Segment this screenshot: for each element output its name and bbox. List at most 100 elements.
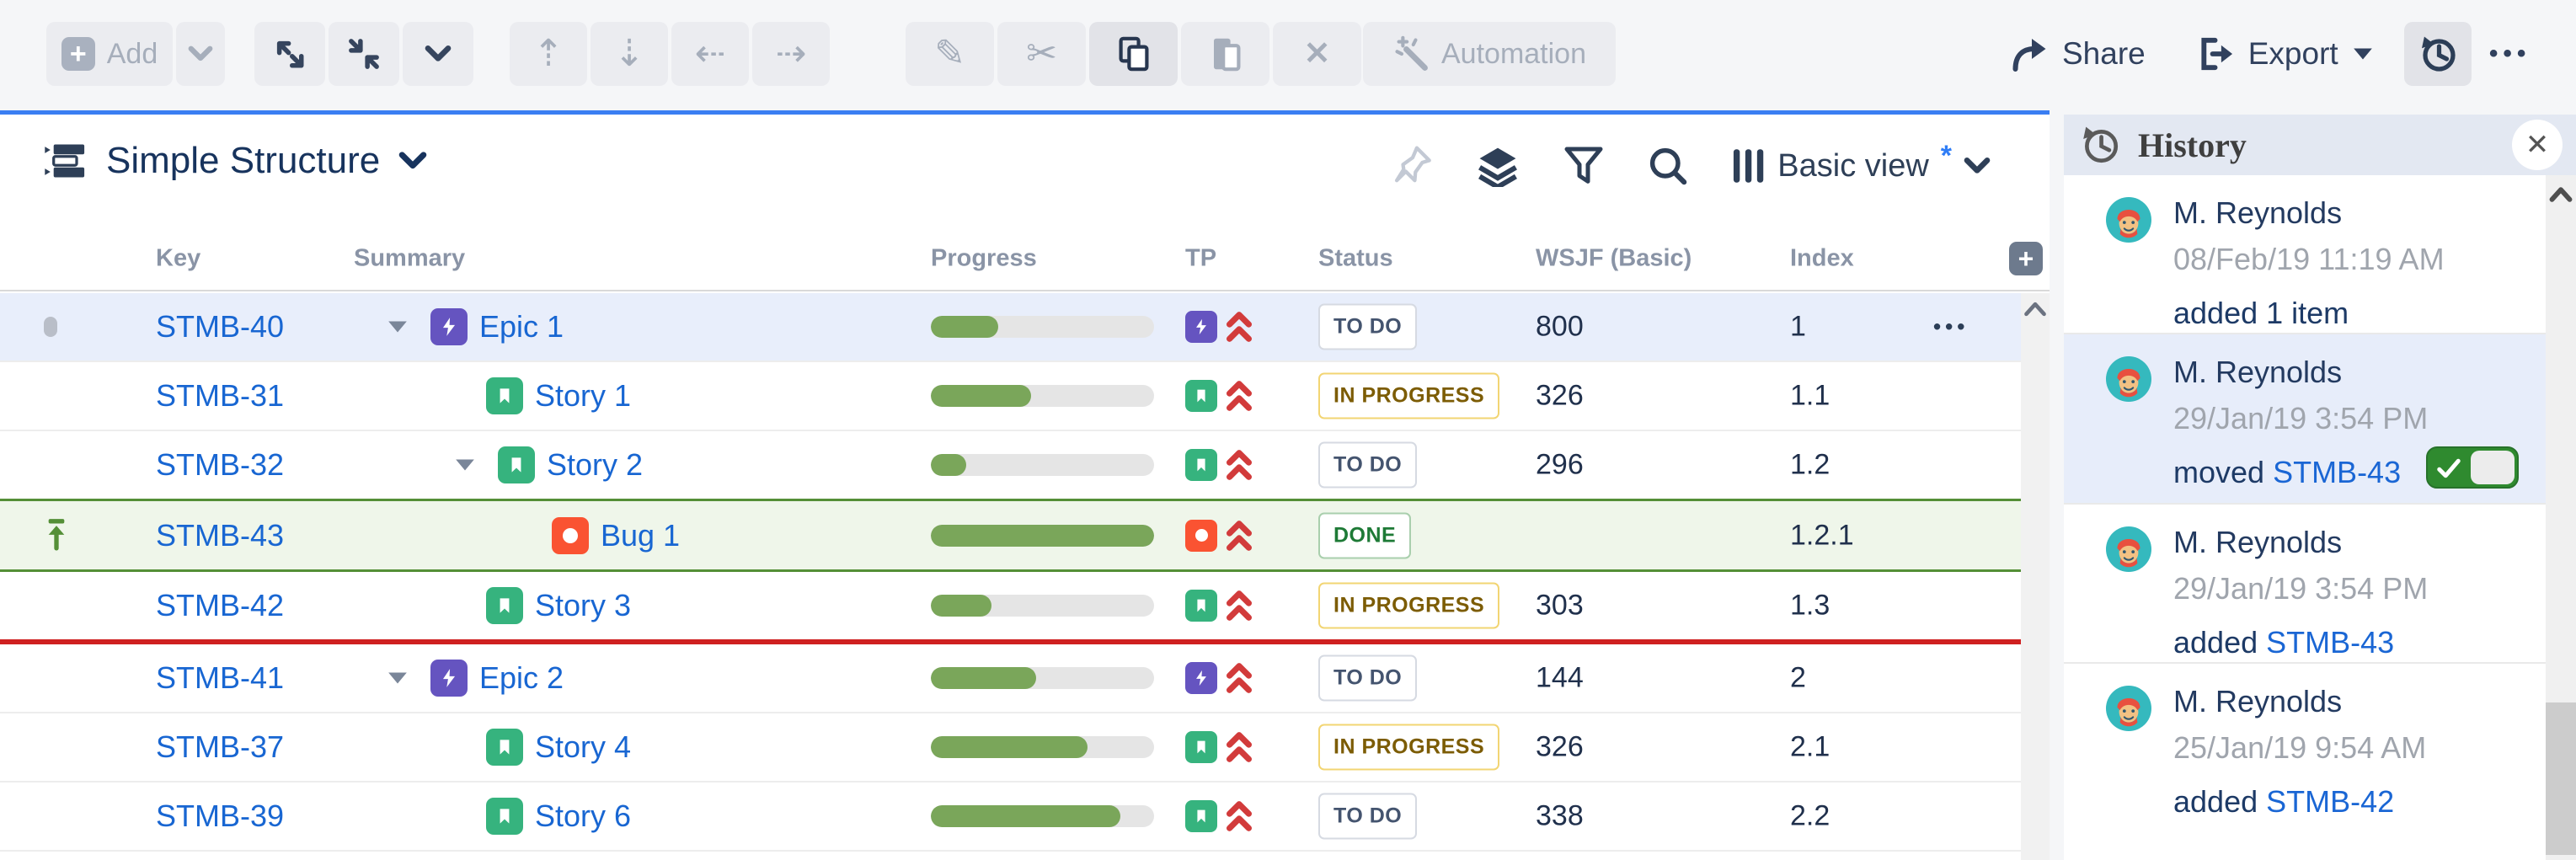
epic-type-icon[interactable] bbox=[1185, 662, 1217, 694]
undo-redo-toggle[interactable] bbox=[2426, 446, 2519, 489]
table-row[interactable]: STMB-31 Story 1 IN PROGRESS 326 1.1 bbox=[0, 362, 2021, 431]
bug-type-icon[interactable] bbox=[1185, 519, 1217, 552]
column-header-wsjf[interactable]: WSJF (Basic) bbox=[1536, 244, 1692, 272]
expand-options-button[interactable] bbox=[403, 22, 473, 86]
story-type-icon[interactable] bbox=[1185, 731, 1217, 763]
export-button[interactable]: Export bbox=[2176, 22, 2396, 86]
issue-summary-link[interactable]: Story 1 bbox=[535, 378, 632, 413]
issue-key-link[interactable]: STMB-42 bbox=[156, 588, 285, 622]
status-badge[interactable]: TO DO bbox=[1318, 654, 1418, 702]
scrollbar-thumb[interactable] bbox=[2546, 702, 2576, 855]
priority-highest-icon[interactable] bbox=[1224, 589, 1254, 622]
collapse-all-button[interactable] bbox=[329, 22, 399, 86]
structure-selector[interactable]: Simple Structure bbox=[44, 140, 427, 182]
search-icon[interactable] bbox=[1648, 145, 1688, 187]
priority-highest-icon[interactable] bbox=[1224, 379, 1254, 413]
column-header-status[interactable]: Status bbox=[1318, 244, 1393, 272]
epic-type-icon[interactable] bbox=[1185, 311, 1217, 343]
issue-summary-link[interactable]: Bug 1 bbox=[601, 517, 681, 553]
row-more-button[interactable]: ••• bbox=[1933, 313, 1969, 339]
priority-highest-icon[interactable] bbox=[1224, 448, 1254, 482]
expand-all-button[interactable] bbox=[254, 22, 325, 86]
issue-key-link[interactable]: STMB-37 bbox=[156, 729, 285, 764]
add-column-button[interactable]: + bbox=[2009, 242, 2043, 275]
issue-key-link[interactable]: STMB-40 bbox=[156, 309, 285, 344]
status-badge[interactable]: DONE bbox=[1318, 512, 1412, 558]
history-entry[interactable]: M. Reynolds 08/Feb/19 11:19 AM added 1 i… bbox=[2064, 175, 2546, 334]
status-badge[interactable]: TO DO bbox=[1318, 793, 1418, 840]
issue-key-link[interactable]: STMB-43 bbox=[2266, 625, 2395, 660]
issue-summary-link[interactable]: Story 3 bbox=[535, 588, 632, 622]
table-scrollbar[interactable] bbox=[2021, 293, 2050, 860]
add-dropdown-button[interactable] bbox=[176, 22, 225, 86]
status-badge[interactable]: TO DO bbox=[1318, 441, 1418, 489]
column-header-index[interactable]: Index bbox=[1790, 244, 1854, 272]
column-header-progress[interactable]: Progress bbox=[931, 244, 1037, 272]
status-badge[interactable]: IN PROGRESS bbox=[1318, 372, 1500, 419]
priority-highest-icon[interactable] bbox=[1224, 519, 1254, 553]
column-header-summary[interactable]: Summary bbox=[354, 244, 466, 272]
table-row[interactable]: STMB-32 Story 2 TO DO 296 1.2 bbox=[0, 431, 2021, 499]
move-up-button[interactable]: ⇡ bbox=[510, 22, 587, 86]
issue-key-link[interactable]: STMB-32 bbox=[156, 447, 285, 482]
row-grip-handle[interactable] bbox=[44, 317, 57, 337]
status-badge[interactable]: IN PROGRESS bbox=[1318, 724, 1500, 771]
collapse-chevron-icon[interactable] bbox=[444, 457, 486, 473]
priority-highest-icon[interactable] bbox=[1224, 661, 1254, 695]
layers-icon[interactable] bbox=[1476, 145, 1520, 187]
filter-icon[interactable] bbox=[1563, 145, 1604, 187]
paste-button[interactable] bbox=[1181, 22, 1269, 86]
column-header-key[interactable]: Key bbox=[156, 244, 201, 272]
issue-summary-link[interactable]: Story 2 bbox=[547, 447, 644, 482]
delete-button[interactable]: ✕ bbox=[1273, 22, 1361, 86]
issue-key-link[interactable]: STMB-42 bbox=[2266, 784, 2395, 819]
copy-button[interactable] bbox=[1089, 22, 1178, 86]
more-actions-button[interactable]: ••• bbox=[2480, 22, 2541, 86]
issue-summary-link[interactable]: Epic 2 bbox=[479, 660, 564, 695]
issue-summary-link[interactable]: Epic 1 bbox=[479, 309, 564, 344]
issue-key-link[interactable]: STMB-41 bbox=[156, 660, 285, 695]
table-row[interactable]: STMB-39 Story 6 TO DO 338 2.2 bbox=[0, 783, 2021, 852]
issue-summary-link[interactable]: Story 4 bbox=[535, 729, 632, 764]
history-toggle-button[interactable] bbox=[2403, 22, 2472, 86]
column-header-tp[interactable]: TP bbox=[1185, 244, 1217, 272]
table-row[interactable]: STMB-37 Story 4 IN PROGRESS 326 2.1 bbox=[0, 713, 2021, 783]
issue-key-link[interactable]: STMB-43 bbox=[2273, 455, 2402, 489]
issue-key-link[interactable]: STMB-31 bbox=[156, 378, 285, 413]
story-type-icon[interactable] bbox=[1185, 800, 1217, 832]
priority-highest-icon[interactable] bbox=[1224, 310, 1254, 344]
add-button[interactable]: + Add bbox=[46, 22, 173, 86]
automation-button[interactable]: Automation bbox=[1363, 22, 1616, 86]
status-badge[interactable]: TO DO bbox=[1318, 303, 1418, 350]
table-row[interactable]: STMB-42 Story 3 IN PROGRESS 303 1.3 bbox=[0, 572, 2021, 644]
history-entry-selected[interactable]: M. Reynolds 29/Jan/19 3:54 PM moved STMB… bbox=[2064, 334, 2546, 505]
history-scrollbar[interactable] bbox=[2546, 175, 2576, 860]
issue-summary-link[interactable]: Story 6 bbox=[535, 799, 632, 833]
table-row[interactable]: STMB-41 Epic 2 TO DO 144 2 bbox=[0, 644, 2021, 713]
cut-button[interactable]: ✂ bbox=[997, 22, 1086, 86]
story-type-icon[interactable] bbox=[1185, 590, 1217, 622]
priority-highest-icon[interactable] bbox=[1224, 730, 1254, 764]
table-row-moved[interactable]: STMB-43 Bug 1 DONE 1.2.1 bbox=[0, 499, 2021, 572]
edit-button[interactable]: ✎ bbox=[906, 22, 994, 86]
share-button[interactable]: Share bbox=[1988, 22, 2167, 86]
history-entry[interactable]: M. Reynolds 25/Jan/19 9:54 AM added STMB… bbox=[2064, 664, 2546, 845]
move-down-button[interactable]: ⇣ bbox=[591, 22, 668, 86]
move-left-button[interactable]: ⇠ bbox=[671, 22, 749, 86]
pin-icon[interactable] bbox=[1393, 145, 1432, 187]
scroll-up-icon[interactable] bbox=[2549, 185, 2573, 204]
priority-highest-icon[interactable] bbox=[1224, 799, 1254, 833]
issue-key-link[interactable]: STMB-39 bbox=[156, 799, 285, 833]
close-icon[interactable]: ✕ bbox=[2512, 120, 2563, 170]
history-entry[interactable]: M. Reynolds 29/Jan/19 3:54 PM added STMB… bbox=[2064, 505, 2546, 664]
move-right-button[interactable]: ⇢ bbox=[752, 22, 830, 86]
table-row[interactable]: STMB-40 Epic 1 TO DO 800 1 ••• bbox=[0, 293, 2021, 362]
story-type-icon[interactable] bbox=[1185, 380, 1217, 412]
view-picker[interactable]: Basic view * bbox=[1732, 140, 1991, 185]
story-type-icon[interactable] bbox=[1185, 449, 1217, 481]
issue-key-link[interactable]: STMB-43 bbox=[156, 517, 285, 553]
status-badge[interactable]: IN PROGRESS bbox=[1318, 582, 1500, 629]
collapse-chevron-icon[interactable] bbox=[377, 670, 419, 686]
scroll-up-icon[interactable] bbox=[2023, 300, 2047, 318]
collapse-chevron-icon[interactable] bbox=[377, 319, 419, 334]
